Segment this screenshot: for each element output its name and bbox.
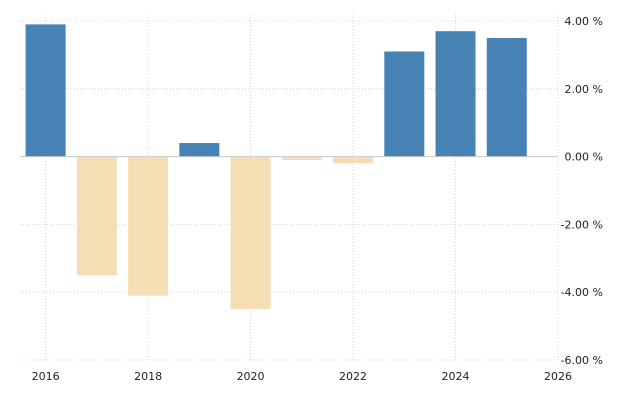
bar-2019	[179, 143, 220, 157]
x-tick-label: 2024	[442, 370, 470, 383]
bar-2025	[486, 37, 527, 157]
y-tick-label: -2.00 %	[561, 218, 603, 231]
bar-2017	[76, 156, 117, 276]
bar-2020	[230, 156, 271, 310]
x-tick-label: 2022	[339, 370, 367, 383]
y-tick-label: 4.00 %	[565, 15, 603, 28]
y-tick-label: 0.00 %	[565, 151, 603, 164]
y-axis-ticks: 4.00 % 2.00 % 0.00 % -2.00 % -4.00 % -6.00 %	[561, 15, 603, 367]
bars	[25, 24, 527, 310]
y-tick-label: -6.00 %	[561, 354, 603, 367]
bar-2022	[333, 156, 374, 164]
bar-2024	[435, 31, 476, 157]
x-tick-label: 2020	[237, 370, 265, 383]
x-axis-ticks: 2016 2018 2020 2022 2024 2026	[32, 370, 572, 383]
y-tick-label: -4.00 %	[561, 286, 603, 299]
x-tick-label: 2016	[32, 370, 60, 383]
bar-2018	[128, 156, 169, 296]
bar-2016	[25, 24, 66, 157]
bar-2023	[384, 51, 425, 157]
x-tick-label: 2018	[134, 370, 162, 383]
bar-2021	[281, 156, 322, 160]
y-tick-label: 2.00 %	[565, 83, 603, 96]
x-tick-label: 2026	[544, 370, 572, 383]
